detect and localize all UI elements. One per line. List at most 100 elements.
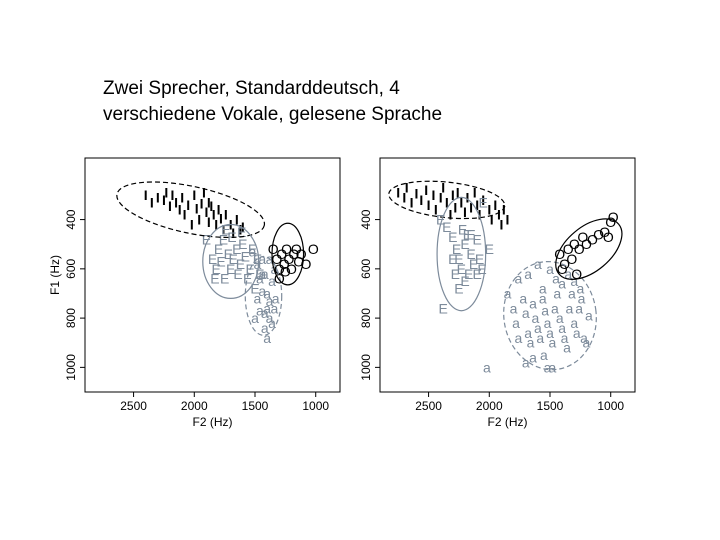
data-point-E: E (220, 271, 229, 287)
data-point-E: E (438, 300, 447, 316)
y-tick-label: 400 (359, 209, 373, 229)
data-point-E: E (458, 221, 467, 237)
data-point-a: a (549, 335, 557, 351)
data-point-I: I (459, 194, 463, 210)
data-point-a: a (263, 330, 271, 346)
data-point-a: a (271, 300, 279, 316)
data-point-a: a (583, 335, 591, 351)
data-point-I: I (183, 207, 187, 223)
data-point-I: I (463, 204, 467, 220)
data-point-E: E (236, 256, 245, 272)
y-tick-label: 800 (359, 308, 373, 328)
data-point-a: a (261, 266, 269, 282)
data-point-a: a (504, 285, 512, 301)
data-point-O: O (279, 256, 290, 272)
x-axis-label: F2 (Hz) (488, 415, 528, 429)
ellipse-I (116, 181, 266, 239)
y-tick-label: 800 (64, 308, 78, 328)
data-point-a: a (551, 300, 559, 316)
data-point-a: a (558, 276, 566, 292)
data-point-O: O (603, 229, 614, 245)
data-point-a: a (268, 273, 276, 289)
data-point-E: E (472, 266, 481, 282)
data-point-O: O (281, 241, 292, 257)
data-point-a: a (534, 320, 542, 336)
data-point-I: I (431, 187, 435, 203)
data-point-E: E (454, 251, 463, 267)
data-point-O: O (286, 261, 297, 277)
data-point-I: I (209, 198, 213, 214)
data-point-a: a (519, 290, 527, 306)
data-point-a: a (254, 256, 262, 272)
data-point-I: I (469, 199, 473, 215)
data-point-E: E (485, 241, 494, 257)
data-point-a: a (549, 359, 557, 375)
data-point-I: I (475, 197, 479, 213)
data-point-a: a (544, 359, 552, 375)
data-point-E: E (216, 253, 225, 269)
data-point-O: O (284, 251, 295, 267)
data-point-E: E (214, 241, 223, 257)
data-point-E: E (477, 261, 486, 277)
data-point-I: I (478, 207, 482, 223)
data-point-I: I (170, 187, 174, 203)
data-point-a: a (263, 300, 271, 316)
data-point-a: a (266, 310, 274, 326)
data-point-E: E (464, 266, 473, 282)
data-point-a: a (585, 308, 593, 324)
data-point-O: O (557, 261, 568, 277)
data-point-a: a (558, 320, 566, 336)
x-tick-label: 2000 (181, 399, 208, 413)
data-point-O: O (308, 241, 319, 257)
data-point-I: I (405, 180, 409, 196)
x-tick-label: 2500 (120, 399, 147, 413)
data-point-O: O (293, 253, 304, 269)
y-tick-label: 600 (359, 259, 373, 279)
data-point-E: E (460, 236, 469, 252)
data-point-I: I (506, 212, 510, 228)
data-point-O: O (280, 263, 291, 279)
data-point-a: a (556, 310, 564, 326)
data-point-a: a (515, 271, 523, 287)
data-point-a: a (536, 330, 544, 346)
formant-plot-left: 2500 2000 1500 1000 400 600 800 1000 F2 (Hz) F1 (… (48, 157, 341, 429)
data-point-I: I (214, 217, 218, 233)
data-point-E: E (253, 251, 262, 267)
data-point-O: O (291, 241, 302, 257)
data-point-a: a (541, 303, 549, 319)
data-point-a: a (527, 335, 535, 351)
data-point-I: I (402, 189, 406, 205)
data-point-O: O (581, 236, 592, 252)
data-point-a: a (561, 330, 569, 346)
data-point-a: a (544, 315, 552, 331)
data-point-a: a (578, 290, 586, 306)
y-tick-label: 1000 (359, 354, 373, 381)
data-point-I: I (217, 202, 221, 218)
data-point-I: I (448, 207, 452, 223)
data-point-E: E (228, 251, 237, 267)
data-point-E: E (211, 261, 220, 277)
data-point-E: E (226, 261, 235, 277)
data-point-I: I (180, 189, 184, 205)
data-point-a: a (570, 315, 578, 331)
data-point-E: E (448, 229, 457, 245)
data-point-I: I (231, 225, 235, 241)
data-point-I: I (456, 184, 460, 200)
data-point-I: I (473, 184, 477, 200)
data-point-I: I (204, 204, 208, 220)
x-tick-label: 2500 (415, 399, 442, 413)
data-point-E: E (208, 251, 217, 267)
ellipse-E (436, 196, 487, 312)
data-point-I: I (150, 194, 154, 210)
data-point-I: I (202, 184, 206, 200)
data-point-O: O (593, 226, 604, 242)
data-point-I: I (224, 207, 228, 223)
data-point-E: E (442, 219, 451, 235)
x-tick-label: 1500 (242, 399, 269, 413)
data-point-a: a (258, 266, 266, 282)
ellipse-a (503, 260, 597, 371)
data-point-I: I (441, 180, 445, 196)
data-point-a: a (266, 293, 274, 309)
y-axis-label: F1 (Hz) (48, 255, 62, 295)
